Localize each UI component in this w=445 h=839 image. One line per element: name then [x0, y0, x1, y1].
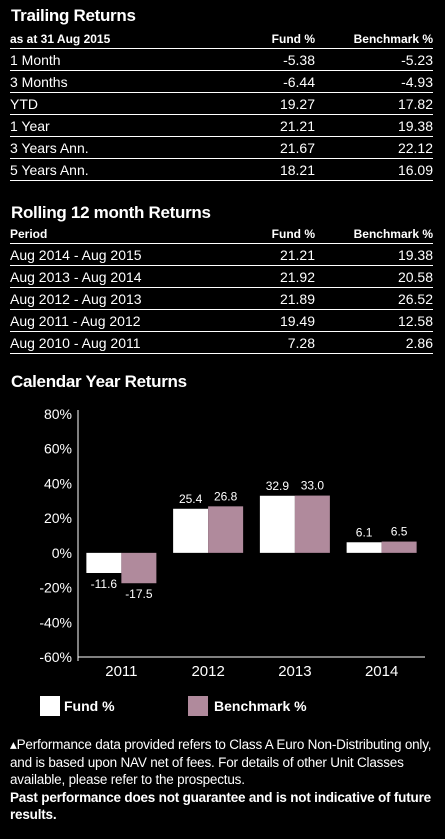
fund-value: 21.67 [220, 136, 315, 159]
y-tick-label: 60% [44, 441, 72, 457]
bar-benchmark [121, 552, 157, 584]
data-label: 6.1 [356, 525, 373, 539]
table-row: 3 Years Ann. 21.67 22.12 [10, 136, 433, 159]
trailing-returns-title: Trailing Returns [11, 6, 136, 25]
fund-value: -6.44 [220, 70, 315, 93]
data-label: 32.9 [266, 479, 290, 493]
fund-value: 19.49 [220, 309, 315, 332]
data-label: 33.0 [301, 479, 325, 493]
column-header-benchmark: Benchmark % [315, 29, 433, 49]
y-tick-label: 40% [44, 475, 72, 491]
rolling-returns-table: Period Fund % Benchmark % Aug 2014 - Aug… [10, 224, 433, 354]
bar-benchmark [208, 506, 244, 553]
benchmark-value: 17.82 [315, 92, 433, 115]
table-row: YTD 19.27 17.82 [10, 92, 433, 115]
table-row: 1 Month -5.38 -5.23 [10, 48, 433, 71]
fund-value: 21.21 [220, 243, 315, 266]
column-header-fund: Fund % [220, 224, 315, 244]
benchmark-value: -4.93 [315, 70, 433, 93]
table-row: Aug 2014 - Aug 2015 21.21 19.38 [10, 243, 433, 266]
table-row: 5 Years Ann. 18.21 16.09 [10, 158, 433, 181]
bar-benchmark [294, 495, 330, 553]
x-tick-label: 2011 [105, 663, 137, 680]
benchmark-value: -5.23 [315, 48, 433, 71]
table-header-row: as at 31 Aug 2015 Fund % Benchmark % [10, 29, 433, 49]
y-tick-label: 80% [44, 406, 72, 422]
column-header-period: as at 31 Aug 2015 [10, 29, 220, 49]
row-label: Aug 2012 - Aug 2013 [10, 287, 220, 310]
legend-benchmark-swatch [188, 696, 208, 716]
row-label: YTD [10, 92, 220, 115]
benchmark-value: 2.86 [315, 331, 433, 354]
data-label: 26.8 [214, 489, 238, 503]
legend-benchmark-label: Benchmark % [214, 698, 307, 714]
footnote: ▴Performance data provided refers to Cla… [10, 736, 438, 824]
table-row: Aug 2011 - Aug 2012 19.49 12.58 [10, 309, 433, 332]
trailing-returns-table: as at 31 Aug 2015 Fund % Benchmark % 1 M… [10, 29, 433, 181]
fund-value: 19.27 [220, 92, 315, 115]
benchmark-value: 26.52 [315, 287, 433, 310]
table-row: 3 Months -6.44 -4.93 [10, 70, 433, 93]
table-row: 1 Year 21.21 19.38 [10, 114, 433, 137]
data-label: 25.4 [179, 492, 203, 506]
fund-value: 18.21 [220, 158, 315, 181]
y-tick-label: 0% [52, 545, 72, 561]
fund-value: -5.38 [220, 48, 315, 71]
bar-benchmark [381, 541, 417, 553]
calendar-chart: 80% 60% 40% 20% 0% -20% -40% -60% -11.6 -17.5 2011… [10, 397, 433, 687]
chart-legend: Fund % Benchmark % [40, 695, 440, 719]
benchmark-value: 19.38 [315, 114, 433, 137]
fund-value: 21.92 [220, 265, 315, 288]
data-label: 6.5 [391, 525, 408, 539]
bar-fund [346, 542, 382, 553]
legend-fund-swatch [40, 696, 60, 716]
table-header-row: Period Fund % Benchmark % [10, 224, 433, 244]
benchmark-value: 12.58 [315, 309, 433, 332]
column-header-benchmark: Benchmark % [315, 224, 433, 244]
row-label: Aug 2011 - Aug 2012 [10, 309, 220, 332]
benchmark-value: 20.58 [315, 265, 433, 288]
fund-value: 7.28 [220, 331, 315, 354]
row-label: 1 Month [10, 48, 220, 71]
y-tick-label: -60% [39, 649, 72, 665]
bar-fund [173, 508, 209, 553]
x-tick-label: 2013 [278, 663, 311, 680]
column-header-fund: Fund % [220, 29, 315, 49]
bar-fund [86, 552, 122, 573]
row-label: 3 Months [10, 70, 220, 93]
column-header-period: Period [10, 224, 220, 244]
table-row: Aug 2012 - Aug 2013 21.89 26.52 [10, 287, 433, 310]
footnote-past-performance: Past performance does not guarantee and … [10, 789, 431, 823]
row-label: 3 Years Ann. [10, 136, 220, 159]
footnote-disclaimer: ▴Performance data provided refers to Cla… [10, 737, 432, 787]
row-label: Aug 2014 - Aug 2015 [10, 243, 220, 266]
calendar-returns-chart: 80% 60% 40% 20% 0% -20% -40% -60% -11.6 -17.5 2011… [10, 397, 433, 687]
row-label: Aug 2013 - Aug 2014 [10, 265, 220, 288]
x-tick-label: 2012 [191, 663, 224, 680]
y-tick-label: -20% [39, 580, 72, 596]
row-label: Aug 2010 - Aug 2011 [10, 331, 220, 354]
rolling-returns-title: Rolling 12 month Returns [11, 203, 211, 222]
calendar-returns-title: Calendar Year Returns [11, 372, 187, 391]
fund-value: 21.21 [220, 114, 315, 137]
data-label: -17.5 [125, 587, 153, 601]
row-label: 1 Year [10, 114, 220, 137]
y-tick-label: 20% [44, 510, 72, 526]
data-label: -11.6 [91, 577, 118, 591]
benchmark-value: 22.12 [315, 136, 433, 159]
benchmark-value: 16.09 [315, 158, 433, 181]
table-row: Aug 2010 - Aug 2011 7.28 2.86 [10, 331, 433, 354]
legend-fund-label: Fund % [64, 698, 115, 714]
bar-fund [259, 495, 295, 553]
benchmark-value: 19.38 [315, 243, 433, 266]
y-tick-label: -40% [39, 614, 72, 630]
x-tick-label: 2014 [365, 663, 398, 680]
row-label: 5 Years Ann. [10, 158, 220, 181]
table-row: Aug 2013 - Aug 2014 21.92 20.58 [10, 265, 433, 288]
fund-value: 21.89 [220, 287, 315, 310]
